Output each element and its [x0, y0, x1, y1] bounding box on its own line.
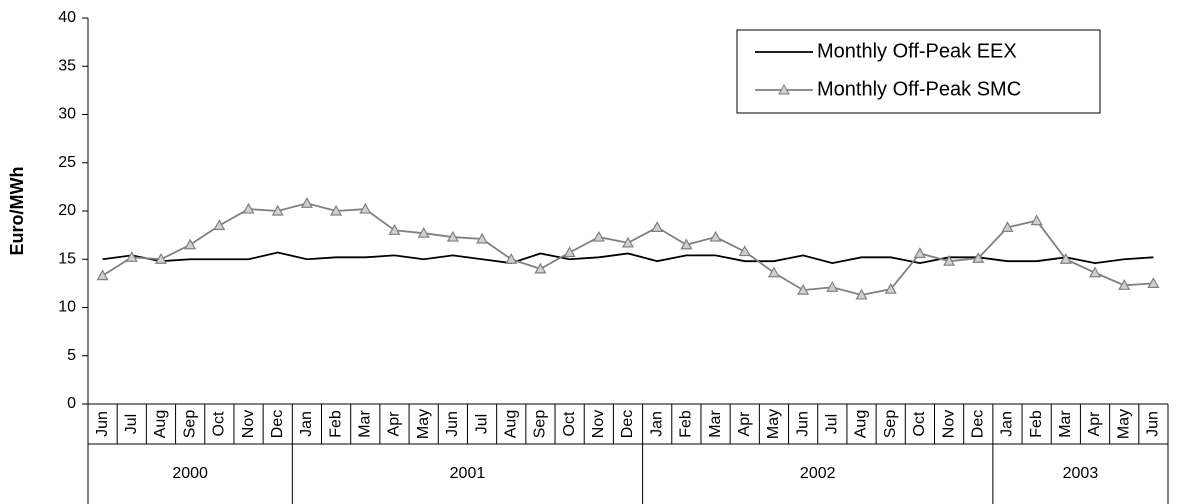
marker	[651, 221, 664, 233]
x-tick-label: Feb	[327, 410, 344, 438]
x-tick-label: Nov	[940, 410, 957, 438]
y-tick-label: 5	[67, 347, 76, 364]
marker	[1001, 221, 1014, 233]
year-label: 2000	[172, 465, 208, 482]
marker	[242, 202, 255, 214]
marker	[767, 266, 780, 278]
year-label: 2003	[1063, 465, 1099, 482]
x-tick-label: Jul	[123, 414, 140, 434]
marker	[1089, 266, 1102, 278]
x-tick-label: Aug	[502, 410, 519, 438]
marker	[330, 204, 343, 216]
marker	[213, 219, 226, 231]
y-tick-label: 20	[58, 202, 76, 219]
year-label: 2002	[800, 465, 836, 482]
x-tick-label: Mar	[707, 410, 724, 438]
x-tick-label: Dec	[269, 410, 286, 438]
y-tick-label: 40	[58, 9, 76, 26]
marker	[826, 280, 839, 292]
x-tick-label: Jan	[648, 411, 665, 437]
marker	[417, 226, 430, 238]
x-tick-label: Dec	[619, 410, 636, 438]
x-tick-label: Sep	[181, 410, 198, 439]
y-tick-label: 10	[58, 299, 76, 316]
marker	[154, 253, 167, 264]
marker	[680, 238, 693, 250]
x-tick-label: Apr	[736, 411, 753, 437]
marker	[884, 282, 897, 294]
line	[102, 251, 1154, 265]
marker	[96, 269, 109, 281]
x-tick-label: Jan	[999, 411, 1016, 437]
x-tick-label: Oct	[911, 411, 928, 436]
year-label: 2001	[450, 465, 486, 482]
marker	[913, 247, 926, 259]
x-tick-label: May	[1115, 409, 1132, 439]
marker	[534, 262, 547, 274]
x-tick-label: Aug	[853, 410, 870, 438]
x-tick-label: Oct	[561, 411, 578, 436]
x-tick-label: Apr	[1086, 411, 1103, 437]
marker	[505, 253, 518, 264]
marker	[271, 204, 284, 216]
y-tick-label: 15	[58, 250, 76, 267]
marker	[446, 230, 459, 242]
marker	[300, 197, 313, 208]
x-tick-label: Oct	[211, 411, 228, 436]
x-tick-label: Nov	[240, 410, 257, 438]
x-tick-label: Sep	[532, 410, 549, 439]
legend-label: Monthly Off-Peak SMC	[817, 78, 1021, 100]
marker	[855, 288, 868, 300]
marker	[1030, 214, 1043, 226]
line	[102, 202, 1154, 296]
marker	[592, 230, 605, 242]
marker	[943, 254, 956, 266]
y-tick-label: 25	[58, 154, 76, 171]
marker	[621, 236, 635, 248]
x-tick-label: Jun	[94, 411, 111, 437]
marker	[184, 238, 197, 250]
marker	[476, 232, 489, 244]
x-tick-label: Sep	[882, 410, 899, 439]
marker	[1059, 253, 1072, 264]
legend-box	[736, 29, 1101, 114]
marker	[709, 230, 722, 242]
y-tick-label: 0	[67, 395, 76, 412]
x-tick-label: Apr	[386, 411, 403, 437]
marker	[797, 283, 810, 295]
marker	[972, 252, 985, 263]
y-axis-label: Euro/MWh	[7, 167, 27, 256]
legend-label: Monthly Off-Peak EEX	[817, 40, 1017, 62]
x-tick-label: Jun	[794, 411, 811, 437]
marker	[738, 245, 751, 257]
legend-marker	[778, 83, 790, 95]
x-tick-label: Jun	[1145, 411, 1162, 437]
x-tick-label: Feb	[678, 410, 695, 438]
x-tick-label: May	[765, 409, 782, 439]
x-tick-label: Dec	[969, 410, 986, 438]
x-tick-label: Jul	[473, 414, 490, 434]
x-tick-label: Jan	[298, 411, 315, 437]
y-tick-label: 35	[58, 57, 76, 74]
marker	[359, 202, 372, 214]
x-tick-label: Mar	[1057, 410, 1074, 438]
marker	[563, 246, 576, 258]
marker	[1118, 279, 1131, 290]
marker	[1147, 277, 1160, 288]
x-tick-label: Mar	[357, 410, 374, 438]
x-tick-label: Nov	[590, 410, 607, 438]
marker	[125, 251, 138, 262]
x-tick-label: Jun	[444, 411, 461, 437]
x-tick-label: May	[415, 409, 432, 439]
y-tick-label: 30	[58, 106, 76, 123]
x-tick-label: Feb	[1028, 410, 1045, 438]
x-tick-label: Jul	[824, 414, 841, 434]
marker	[388, 224, 401, 235]
x-tick-label: Aug	[152, 410, 169, 438]
